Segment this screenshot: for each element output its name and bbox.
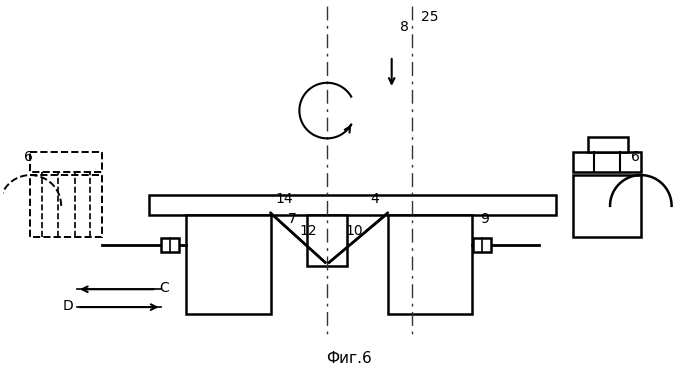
Text: 10: 10: [345, 224, 363, 237]
Bar: [588, 137, 628, 152]
Bar: [149, 195, 556, 215]
Text: 12: 12: [299, 224, 317, 237]
Text: 4: 4: [370, 192, 378, 206]
Text: 8: 8: [400, 20, 408, 34]
Text: 25: 25: [422, 10, 439, 24]
Bar: [31, 152, 102, 172]
Text: 6: 6: [24, 150, 34, 164]
Text: 6: 6: [631, 150, 640, 164]
Bar: [573, 175, 641, 237]
Bar: [573, 152, 641, 172]
Text: C: C: [159, 281, 169, 295]
Bar: [186, 215, 271, 314]
Text: Фиг.6: Фиг.6: [326, 351, 372, 366]
Text: 9: 9: [480, 212, 489, 226]
Bar: [31, 175, 102, 237]
Text: 14: 14: [276, 192, 293, 206]
Bar: [473, 237, 491, 252]
Bar: [307, 215, 347, 266]
Text: 7: 7: [288, 212, 296, 226]
Bar: [161, 237, 179, 252]
Bar: [387, 215, 472, 314]
Text: D: D: [62, 299, 73, 313]
